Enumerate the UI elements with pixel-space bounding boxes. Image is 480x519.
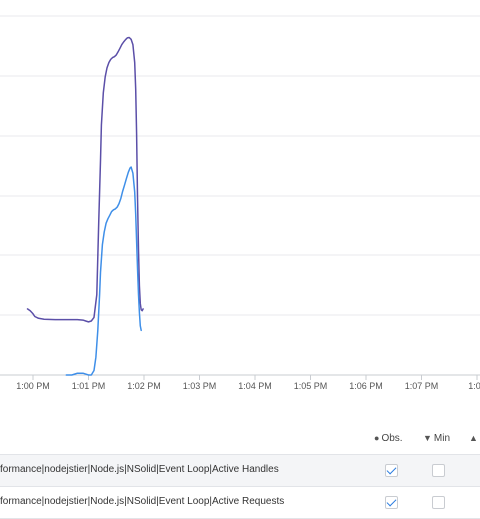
legend-row[interactable]: formance|nodejstier|Node.js|NSolid|Event…: [0, 455, 480, 487]
min-checkbox[interactable]: [432, 496, 445, 509]
obs-checkbox[interactable]: [385, 464, 398, 477]
x-tick-label: 1:03 PM: [183, 381, 217, 391]
obs-column-label: Obs.: [381, 433, 403, 444]
obs-checkbox[interactable]: [385, 496, 398, 509]
line-chart[interactable]: 1:00 PM 1:01 PM 1:02 PM 1:03 PM 1:04 PM 1:05 …: [0, 0, 480, 420]
series-line-active-requests: [65, 166, 142, 376]
x-tick-label: 1:04 PM: [238, 381, 272, 391]
min-column-header[interactable]: ▼ Min: [423, 433, 450, 444]
x-tick-label: 1:05 PM: [294, 381, 328, 391]
max-column-header[interactable]: ▲: [469, 433, 480, 444]
min-column-label: Min: [433, 433, 451, 444]
obs-column-header[interactable]: ● Obs.: [374, 433, 403, 444]
min-checkbox[interactable]: [432, 464, 445, 477]
series-line-active-handles: [26, 36, 144, 323]
x-tick-label: 1:02 PM: [127, 381, 161, 391]
series-legend-table: ● Obs. ▼ Min ▲ formance|nodejstier|Node.js…: [0, 423, 480, 519]
series-name: formance|nodejstier|Node.js|NSolid|Event…: [0, 496, 285, 507]
series-name: formance|nodejstier|Node.js|NSolid|Event…: [0, 464, 279, 475]
triangle-up-icon: ▲: [469, 433, 478, 443]
x-tick-label: 1:06 PM: [349, 381, 383, 391]
x-tick-label: 1:07 PM: [405, 381, 439, 391]
chart-svg: 1:00 PM 1:01 PM 1:02 PM 1:03 PM 1:04 PM 1:05 …: [0, 15, 480, 391]
circle-icon: ●: [374, 433, 380, 443]
x-tick-label: 1:00 PM: [16, 381, 50, 391]
x-tick-label: 1:01 PM: [72, 381, 106, 391]
legend-header-row: ● Obs. ▼ Min ▲: [0, 423, 480, 455]
legend-row[interactable]: formance|nodejstier|Node.js|NSolid|Event…: [0, 487, 480, 519]
x-tick-label: 1:08: [468, 381, 480, 391]
triangle-down-icon: ▼: [423, 433, 432, 443]
